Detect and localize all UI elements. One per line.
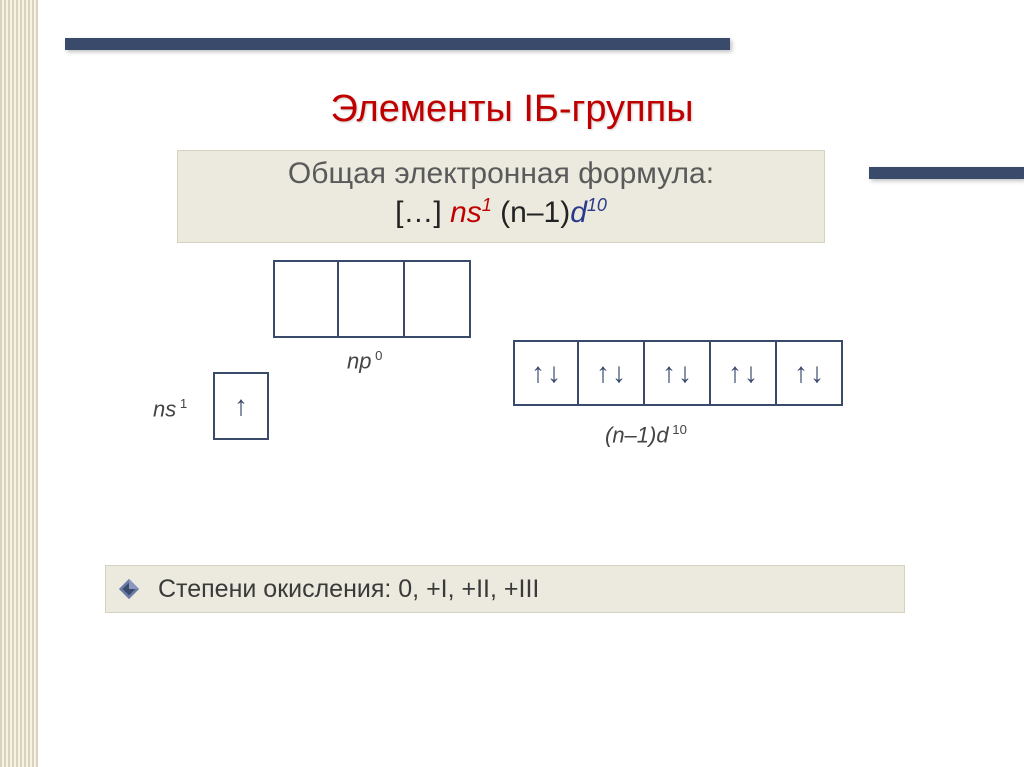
formula-expression: […] ns1 (n–1)d10	[178, 195, 824, 230]
oxidation-text: Степени окисления: 0, +I, +II, +III	[158, 575, 539, 604]
orbital-label-ns: ns 1	[153, 396, 187, 422]
orbital-cell: ↑↓	[513, 340, 579, 406]
orbital-cell	[405, 260, 471, 338]
orbital-label-d: (n–1)d 10	[605, 422, 687, 448]
orbital-cell	[339, 260, 405, 338]
right-accent-bar	[869, 167, 1024, 179]
orbital-cell: ↑↓	[711, 340, 777, 406]
orbital-cell: ↑↓	[777, 340, 843, 406]
spin-down-icon: ↓	[612, 359, 626, 387]
orbital-row-d: ↑↓↑↓↑↓↑↓↑↓	[513, 340, 843, 406]
spin-down-icon: ↓	[744, 359, 758, 387]
formula-box: Общая электронная формула: […] ns1 (n–1)…	[177, 150, 825, 243]
spin-down-icon: ↓	[678, 359, 692, 387]
formula-heading: Общая электронная формула:	[178, 157, 824, 191]
orbital-cell: ↑↓	[579, 340, 645, 406]
formula-mid: (n–1)	[492, 196, 570, 229]
spin-up-icon: ↑	[596, 359, 610, 387]
formula-ns: ns1	[450, 196, 492, 229]
orbital-row-np	[273, 260, 471, 338]
spin-up-icon: ↑	[234, 392, 248, 420]
spin-down-icon: ↓	[810, 359, 824, 387]
oxidation-states-box: Степени окисления: 0, +I, +II, +III	[105, 565, 905, 613]
spin-up-icon: ↑	[662, 359, 676, 387]
diamond-bullet-icon	[118, 578, 140, 600]
orbital-diagram: np 0↑ns 1↑↓↑↓↑↓↑↓↑↓(n–1)d 10	[155, 260, 885, 500]
top-accent-bar	[65, 38, 730, 50]
orbital-cell: ↑↓	[645, 340, 711, 406]
orbital-cell: ↑	[213, 372, 269, 440]
orbital-row-ns: ↑	[213, 372, 269, 440]
spin-up-icon: ↑	[728, 359, 742, 387]
spin-up-icon: ↑	[794, 359, 808, 387]
spin-down-icon: ↓	[547, 359, 561, 387]
page-title: Элементы IБ-группы	[0, 88, 1024, 131]
spin-up-icon: ↑	[531, 359, 545, 387]
formula-prefix: […]	[395, 196, 450, 229]
orbital-cell	[273, 260, 339, 338]
orbital-label-np: np 0	[347, 348, 382, 374]
formula-d: d10	[570, 196, 607, 229]
